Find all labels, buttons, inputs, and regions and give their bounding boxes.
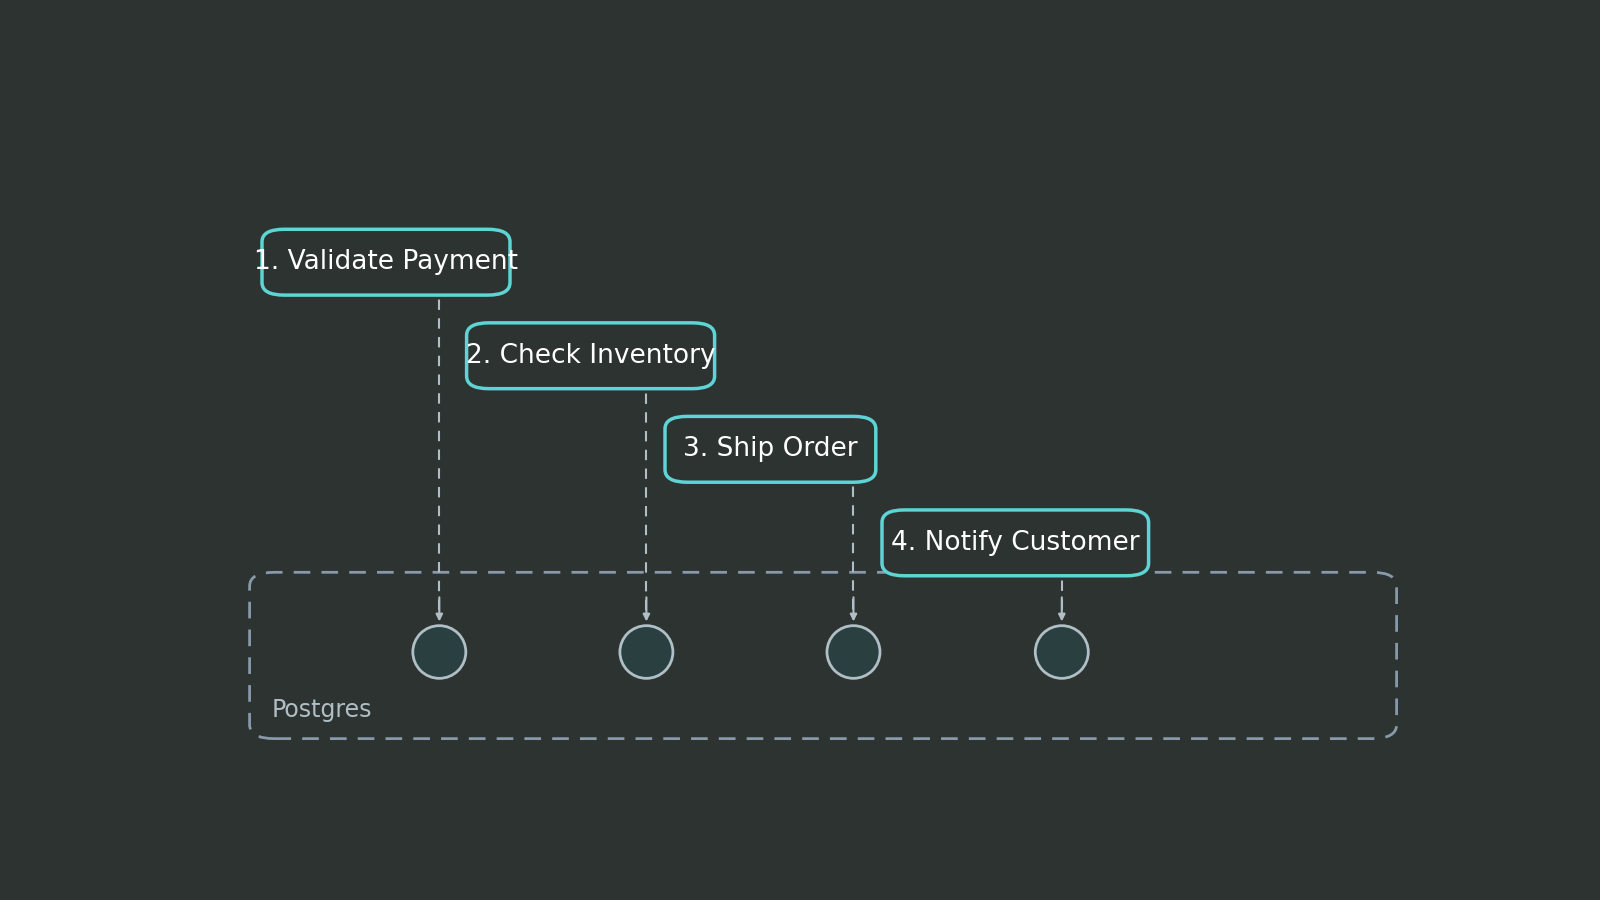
FancyBboxPatch shape [467,323,715,389]
Ellipse shape [413,626,466,679]
FancyBboxPatch shape [262,230,510,295]
Text: Postgres: Postgres [272,698,373,723]
Ellipse shape [827,626,880,679]
FancyBboxPatch shape [666,417,875,482]
Ellipse shape [1035,626,1088,679]
Text: 1. Validate Payment: 1. Validate Payment [254,249,518,275]
FancyBboxPatch shape [882,510,1149,576]
Text: 4. Notify Customer: 4. Notify Customer [891,530,1139,556]
Ellipse shape [619,626,674,679]
Text: 3. Ship Order: 3. Ship Order [683,436,858,463]
Text: 2. Check Inventory: 2. Check Inventory [466,343,715,369]
